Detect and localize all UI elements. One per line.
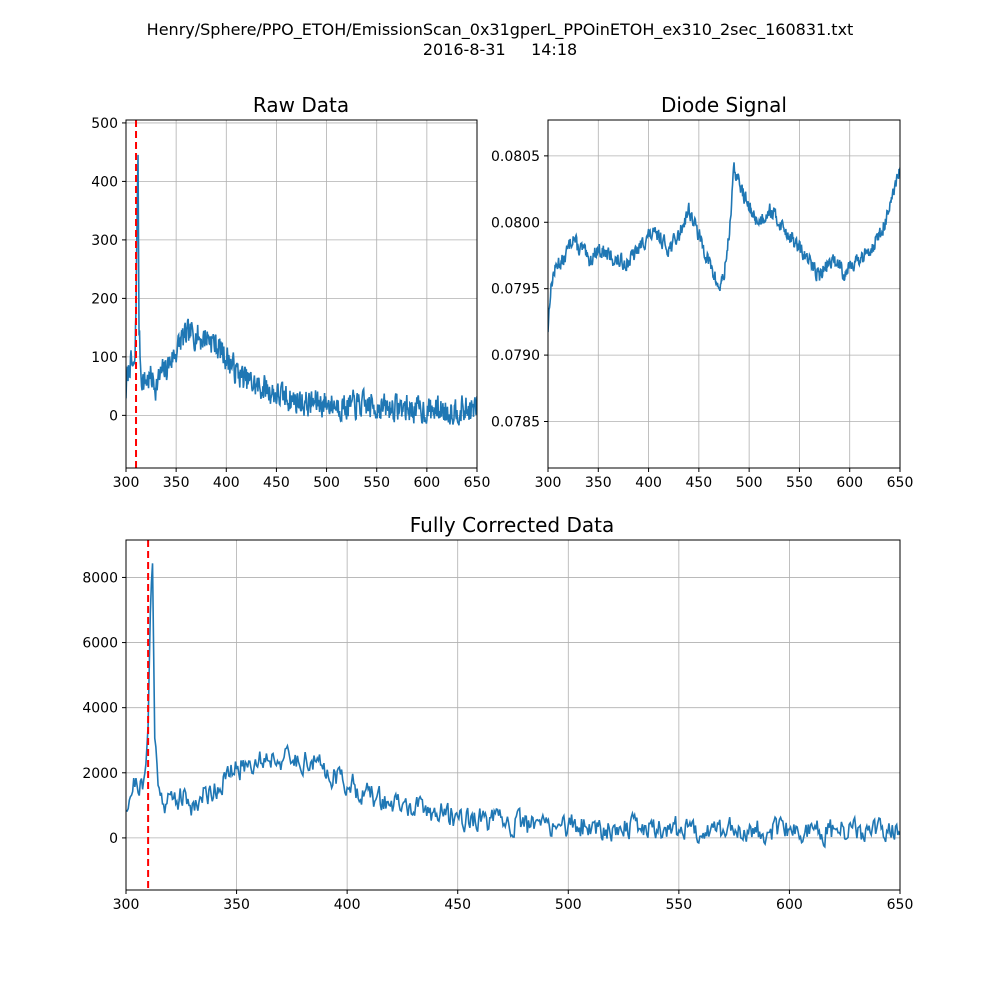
diode-data-line: [548, 162, 900, 333]
y-tick-label: 300: [91, 233, 118, 249]
x-tick-label: 650: [464, 475, 491, 491]
y-tick-label: 6000: [82, 636, 118, 652]
x-tick-label: 400: [334, 897, 361, 913]
x-tick-label: 450: [685, 475, 712, 491]
fully-corrected-data-title: Fully Corrected Data: [410, 513, 615, 537]
y-tick-label: 8000: [82, 570, 118, 586]
x-tick-label: 400: [635, 475, 662, 491]
x-tick-label: 500: [736, 475, 763, 491]
y-tick-label: 0: [109, 408, 118, 424]
figure-title-line-1: Henry/Sphere/PPO_ETOH/EmissionScan_0x31g…: [147, 20, 854, 40]
x-tick-label: 350: [585, 475, 612, 491]
fully-corrected-data-panel: Fully Corrected Data 300 350 400 450 500 550 6…: [82, 513, 913, 913]
corrected-data-line: [126, 563, 900, 849]
y-tick-label: 0.0785: [491, 415, 540, 431]
figure-title-line-2: 2016-8-31 14:18: [423, 40, 577, 59]
x-tick-label: 500: [555, 897, 582, 913]
x-tick-label: 650: [887, 897, 914, 913]
y-tick-label: 0: [109, 831, 118, 847]
x-tick-label: 450: [263, 475, 290, 491]
y-tick-label: 500: [91, 116, 118, 132]
diode-signal-title: Diode Signal: [661, 93, 787, 117]
diode-axes-frame: [547, 119, 901, 469]
x-tick-label: 300: [113, 897, 140, 913]
x-tick-label: 600: [836, 475, 863, 491]
x-tick-label: 300: [535, 475, 562, 491]
x-tick-label: 600: [776, 897, 803, 913]
y-tick-label: 100: [91, 350, 118, 366]
raw-data-line: [126, 154, 477, 426]
y-tick-label: 0.0805: [491, 149, 540, 165]
x-tick-label: 600: [413, 475, 440, 491]
x-tick-label: 350: [223, 897, 250, 913]
raw-axes-frame: [125, 119, 478, 469]
y-tick-label: 400: [91, 174, 118, 190]
x-tick-label: 350: [163, 475, 190, 491]
x-tick-label: 400: [213, 475, 240, 491]
diode-signal-panel: Diode Signal 300 350 400 450 500 550 600 650 0.0…: [491, 93, 913, 491]
x-tick-label: 450: [444, 897, 471, 913]
y-tick-label: 0.0800: [491, 215, 540, 231]
raw-data-title: Raw Data: [253, 93, 349, 117]
y-tick-label: 0.0790: [491, 348, 540, 364]
corrected-axes-frame: [125, 539, 901, 891]
x-tick-label: 550: [363, 475, 390, 491]
x-tick-label: 550: [786, 475, 813, 491]
x-tick-label: 650: [887, 475, 914, 491]
x-tick-label: 300: [113, 475, 140, 491]
y-tick-label: 200: [91, 291, 118, 307]
y-tick-label: 4000: [82, 701, 118, 717]
x-tick-label: 550: [665, 897, 692, 913]
y-tick-label: 2000: [82, 766, 118, 782]
y-tick-label: 0.0795: [491, 282, 540, 298]
x-tick-label: 500: [313, 475, 340, 491]
raw-data-panel: Raw Data 300 350 400 450 500 550 600 650 0 100 200…: [91, 93, 490, 491]
